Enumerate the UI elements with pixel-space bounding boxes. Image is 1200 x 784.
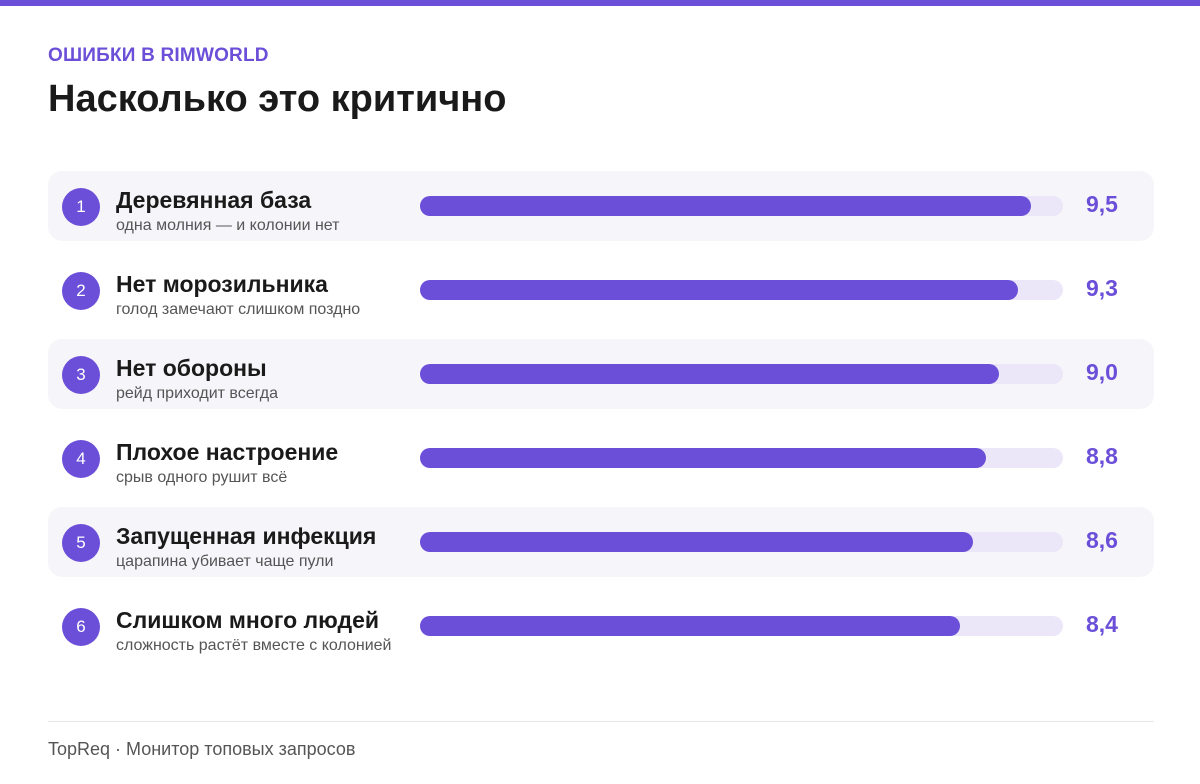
bar-label: Запущенная инфекция	[116, 523, 377, 549]
bar	[420, 616, 961, 636]
footer-divider	[48, 721, 1154, 722]
chart-title: Насколько это критично	[48, 78, 507, 120]
value-label: 8,4	[1086, 611, 1118, 637]
bar-chart: 1 Деревянная база одна молния — и колони…	[48, 171, 1154, 675]
bar-label: Нет обороны	[116, 355, 267, 381]
rank-badge: 5	[62, 524, 100, 562]
chart-row: 3 Нет обороны рейд приходит всегда 9,0	[48, 339, 1154, 409]
rank-badge: 3	[62, 356, 100, 394]
bar-label: Слишком много людей	[116, 607, 380, 633]
chart-row: 5 Запущенная инфекция царапина убивает ч…	[48, 507, 1154, 577]
bar-label: Деревянная база	[116, 187, 312, 213]
bar-track	[420, 364, 1063, 384]
bar	[420, 196, 1031, 216]
value-label: 8,6	[1086, 527, 1118, 553]
rank-badge: 1	[62, 188, 100, 226]
value-label: 9,3	[1086, 275, 1118, 301]
bar-note: голод замечают слишком поздно	[116, 301, 361, 318]
chart-row: 6 Слишком много людей сложность растёт в…	[48, 591, 1154, 661]
bar-note: рейд приходит всегда	[116, 385, 278, 402]
rank-badge: 4	[62, 440, 100, 478]
bar-label: Плохое настроение	[116, 439, 339, 465]
bar-note: срыв одного рушит всё	[116, 469, 288, 486]
top-accent-bar	[0, 0, 1200, 6]
value-label: 8,8	[1086, 443, 1118, 469]
bar-track	[420, 616, 1063, 636]
bar-track	[420, 448, 1063, 468]
bar	[420, 448, 986, 468]
bar-note: царапина убивает чаще пули	[116, 553, 334, 570]
bar-note: одна молния — и колонии нет	[116, 217, 340, 234]
chart-row: 1 Деревянная база одна молния — и колони…	[48, 171, 1154, 241]
bar	[420, 364, 999, 384]
rank-badge: 6	[62, 608, 100, 646]
bar	[420, 280, 1018, 300]
chart-row: 2 Нет морозильника голод замечают слишко…	[48, 255, 1154, 325]
value-label: 9,0	[1086, 359, 1118, 385]
bar-track	[420, 196, 1063, 216]
kicker-label: ОШИБКИ В RIMWORLD	[48, 45, 269, 66]
bar-note: сложность растёт вместе с колонией	[116, 637, 392, 654]
footer-credit: TopReq · Монитор топовых запросов	[48, 739, 356, 759]
chart-row: 4 Плохое настроение срыв одного рушит вс…	[48, 423, 1154, 493]
rank-badge: 2	[62, 272, 100, 310]
bar-track	[420, 532, 1063, 552]
value-label: 9,5	[1086, 191, 1118, 217]
bar	[420, 532, 973, 552]
bar-label: Нет морозильника	[116, 271, 328, 297]
bar-track	[420, 280, 1063, 300]
